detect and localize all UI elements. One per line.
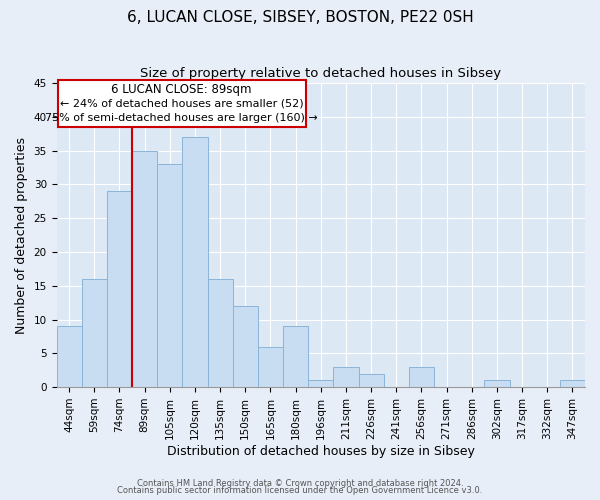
- Bar: [132, 150, 157, 387]
- Text: 75% of semi-detached houses are larger (160) →: 75% of semi-detached houses are larger (…: [46, 112, 318, 122]
- Bar: [560, 380, 585, 387]
- Title: Size of property relative to detached houses in Sibsey: Size of property relative to detached ho…: [140, 68, 502, 80]
- Bar: [409, 367, 434, 387]
- Bar: [258, 346, 283, 387]
- Text: Contains HM Land Registry data © Crown copyright and database right 2024.: Contains HM Land Registry data © Crown c…: [137, 478, 463, 488]
- Bar: [484, 380, 509, 387]
- Y-axis label: Number of detached properties: Number of detached properties: [15, 136, 28, 334]
- Bar: [157, 164, 182, 387]
- FancyBboxPatch shape: [58, 80, 305, 127]
- Bar: [334, 367, 359, 387]
- Bar: [233, 306, 258, 387]
- Text: Contains public sector information licensed under the Open Government Licence v3: Contains public sector information licen…: [118, 486, 482, 495]
- Text: ← 24% of detached houses are smaller (52): ← 24% of detached houses are smaller (52…: [60, 98, 304, 108]
- Bar: [308, 380, 334, 387]
- Bar: [82, 279, 107, 387]
- Bar: [359, 374, 383, 387]
- X-axis label: Distribution of detached houses by size in Sibsey: Distribution of detached houses by size …: [167, 444, 475, 458]
- Text: 6 LUCAN CLOSE: 89sqm: 6 LUCAN CLOSE: 89sqm: [112, 83, 252, 96]
- Text: 6, LUCAN CLOSE, SIBSEY, BOSTON, PE22 0SH: 6, LUCAN CLOSE, SIBSEY, BOSTON, PE22 0SH: [127, 10, 473, 25]
- Bar: [208, 279, 233, 387]
- Bar: [56, 326, 82, 387]
- Bar: [283, 326, 308, 387]
- Bar: [182, 137, 208, 387]
- Bar: [107, 191, 132, 387]
